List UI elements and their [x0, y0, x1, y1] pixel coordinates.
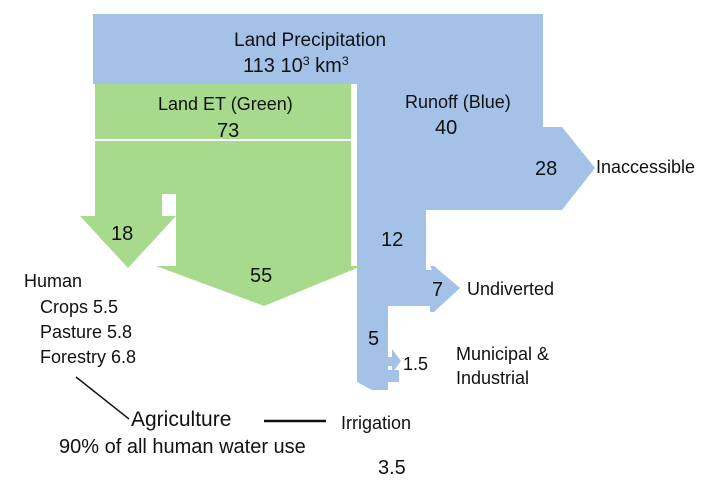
precipitation-unit: km: [315, 55, 342, 77]
precipitation-amount: 113: [243, 55, 275, 77]
inaccessible-label: Inaccessible: [596, 157, 696, 177]
land-precipitation-bar: [93, 14, 543, 84]
municipal-label-line1: Municipal &: [456, 344, 550, 364]
human-et-value: 18: [111, 223, 134, 245]
municipal-label-line2: Industrial: [456, 368, 530, 388]
precipitation-unit-base-exponent: 3: [302, 54, 310, 69]
human-item-crops: Crops 5.5: [40, 297, 119, 317]
precipitation-unit-exponent: 3: [341, 54, 349, 69]
diverted-arrow: [357, 300, 399, 390]
runoff-channel: [357, 84, 595, 270]
irrigation-value: 3.5: [378, 457, 406, 479]
human-label: Human: [24, 271, 83, 291]
human-item-forestry: Forestry 6.8: [40, 347, 137, 367]
accessible-value: 12: [381, 229, 404, 251]
precipitation-label: Land Precipitation: [234, 30, 387, 51]
agriculture-subtitle: 90% of all human water use: [59, 436, 306, 458]
other-et-value: 55: [250, 265, 273, 287]
undiverted-value: 7: [432, 279, 444, 301]
irrigation-label: Irrigation: [341, 413, 412, 433]
human-to-agriculture-line: [75, 376, 130, 420]
runoff-value: 40: [435, 117, 458, 139]
other-et-arrow: [156, 194, 362, 306]
human-item-pasture: Pasture 5.8: [40, 322, 133, 342]
agriculture-label: Agriculture: [131, 408, 232, 431]
municipal-value: 1.5: [403, 354, 429, 374]
land-et-label: Land ET (Green): [158, 94, 293, 114]
runoff-label: Runoff (Blue): [405, 92, 511, 112]
land-et-value: 73: [217, 120, 240, 142]
human-et-arrow: [80, 194, 176, 268]
undiverted-label: Undiverted: [467, 279, 555, 299]
inaccessible-value: 28: [535, 158, 558, 180]
precipitation-unit-base: 10: [280, 55, 303, 77]
diverted-value: 5: [368, 328, 380, 350]
municipal-arrow: [388, 349, 401, 373]
precipitation-value: 113 103 km3: [243, 54, 349, 77]
